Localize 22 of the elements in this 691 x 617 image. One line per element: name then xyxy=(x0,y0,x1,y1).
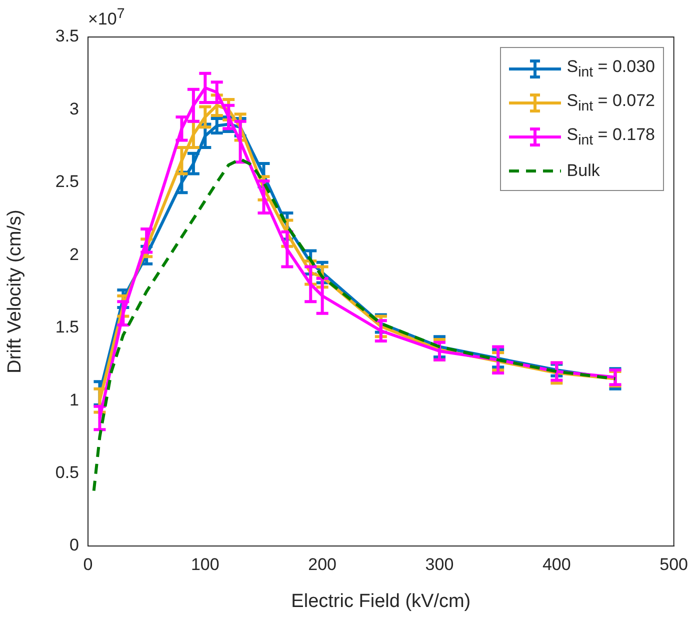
y-tick-label: 1 xyxy=(70,390,79,410)
y-tick-label: 3.5 xyxy=(55,26,79,46)
y-tick-label: 1.5 xyxy=(55,318,79,337)
y-tick-label: 2.5 xyxy=(55,172,79,192)
x-tick-label: 0 xyxy=(83,554,93,574)
x-tick-label: 100 xyxy=(190,554,220,574)
legend-label: S$_{int}$ = 0.030 xyxy=(566,57,655,81)
legend-label: Bulk xyxy=(566,161,600,181)
x-tick-label: 300 xyxy=(425,554,454,574)
legend-label: S$_{int}$ = 0.072 xyxy=(566,91,655,115)
y-tick-label: 3 xyxy=(70,99,79,118)
y-tick-label: 2 xyxy=(70,244,79,264)
x-tick-label: 400 xyxy=(542,554,571,574)
line-series xyxy=(92,158,617,492)
legend-label: S$_{int}$ = 0.178 xyxy=(566,125,655,149)
text: ×10$^{7}$ xyxy=(88,6,125,30)
x-axis-title: Electric Field (kV/cm) xyxy=(291,590,471,612)
x-tick-label: 200 xyxy=(308,554,337,574)
y-tick-label: 0 xyxy=(70,536,79,555)
y-tick-label: 0.5 xyxy=(55,462,79,482)
y-axis-title: Drift Velocity (cm/s) xyxy=(4,210,26,374)
x-tick-label: 500 xyxy=(660,554,688,574)
